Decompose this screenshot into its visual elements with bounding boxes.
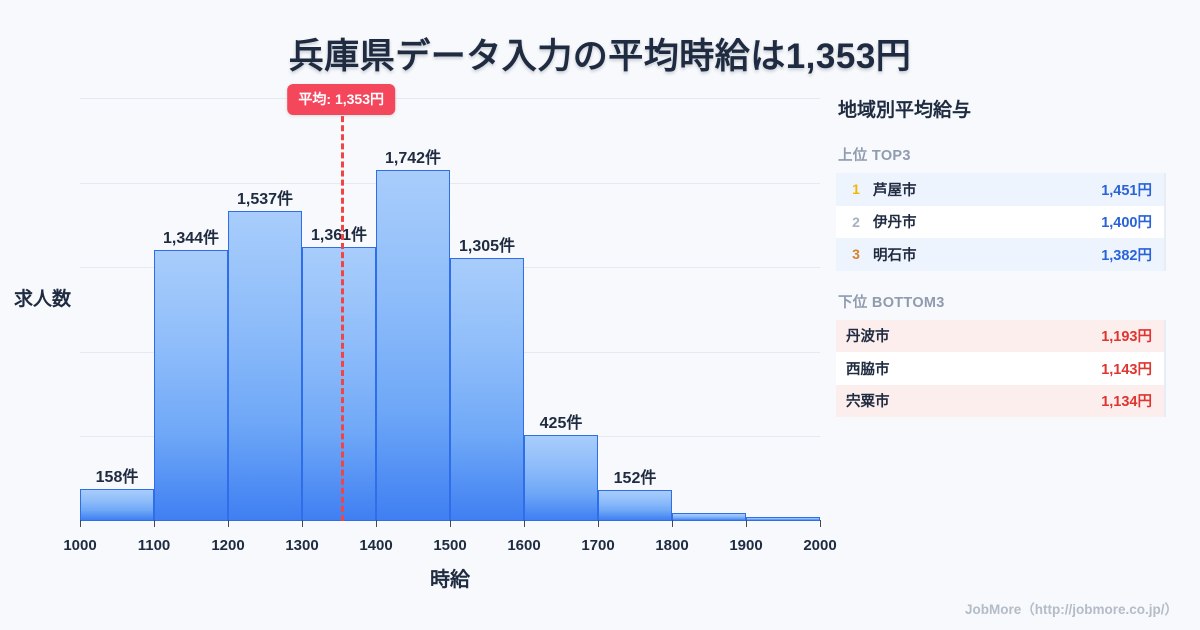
top3-row[interactable]: 3 明石市 1,382円 xyxy=(836,238,1164,271)
histogram-bar xyxy=(746,517,820,521)
histogram-bar xyxy=(450,258,524,521)
bottom3-row[interactable]: 宍粟市 1,134円 xyxy=(836,384,1164,417)
y-axis-title: 求人数 xyxy=(14,289,72,310)
city-name: 丹波市 xyxy=(846,329,890,346)
histogram-bar xyxy=(154,250,228,521)
x-axis-tick xyxy=(672,520,673,527)
bottom3-row[interactable]: 西脇市 1,143円 xyxy=(836,352,1164,385)
bar-value-label: 1,305件 xyxy=(458,238,516,256)
city-name: 伊丹市 xyxy=(873,215,917,232)
rank-number: 3 xyxy=(852,246,860,263)
city-name: 明石市 xyxy=(873,247,917,264)
histogram-bar xyxy=(80,489,154,521)
x-axis-tick-label: 1100 xyxy=(137,537,171,554)
x-axis-tick-label: 2000 xyxy=(803,537,837,554)
x-axis-tick-label: 1800 xyxy=(655,537,689,554)
histogram-bar xyxy=(598,490,672,521)
bottom3-ranking-table: 丹波市 1,193円西脇市 1,143円宍粟市 1,134円 xyxy=(836,319,1166,417)
x-axis-tick-label: 1300 xyxy=(285,537,319,554)
city-wage-value: 1,143円 xyxy=(1101,361,1152,378)
bar-value-label: 1,742件 xyxy=(384,150,442,168)
chart-area: 求人数 158件 1,344件 1,537件 1,361件 1,742件 1,305件 42… xyxy=(0,84,837,598)
average-badge: 平均: 1,353円 xyxy=(287,84,396,115)
city-wage-value: 1,134円 xyxy=(1101,394,1152,411)
x-axis-tick xyxy=(80,520,81,527)
histogram-bar xyxy=(302,246,376,521)
histogram-bar xyxy=(376,170,450,521)
page-title: 兵庫県データ入力の平均時給は1,353円 xyxy=(288,37,912,76)
city-wage-value: 1,193円 xyxy=(1101,329,1152,346)
x-axis-tick xyxy=(524,520,525,527)
bar-value-label: 158件 xyxy=(95,469,139,487)
city-name: 西脇市 xyxy=(846,361,890,378)
histogram-bar xyxy=(524,435,598,521)
x-axis-tick-label: 1400 xyxy=(359,537,393,554)
x-axis-tick xyxy=(302,520,303,527)
city-wage-value: 1,400円 xyxy=(1101,215,1152,232)
x-axis-tick xyxy=(228,520,229,527)
average-line xyxy=(341,98,345,521)
histogram-bar xyxy=(228,211,302,521)
top3-ranking-table: 1 芦屋市 1,451円 2 伊丹市 1,400円 3 明石市 1,382円 xyxy=(836,173,1166,271)
city-wage-value: 1,382円 xyxy=(1101,247,1152,264)
bar-value-label: 1,361件 xyxy=(310,226,368,244)
x-axis-tick xyxy=(598,520,599,527)
bar-value-label: 1,537件 xyxy=(236,191,294,209)
gridline xyxy=(80,98,820,99)
x-axis-tick-label: 1000 xyxy=(63,537,97,554)
x-axis-tick xyxy=(376,520,377,527)
city-name: 宍粟市 xyxy=(846,394,890,411)
side-panel: 地域別平均給与 上位 TOP3 1 芦屋市 1,451円 2 伊丹市 1,400円 3 明石市… xyxy=(836,95,1166,417)
bottom3-section-label: 下位 BOTTOM3 xyxy=(838,294,945,311)
x-axis-tick-label: 1900 xyxy=(729,537,763,554)
gridline xyxy=(80,182,820,184)
section-spacer xyxy=(836,271,1166,291)
x-axis-tick-label: 1700 xyxy=(581,537,615,554)
x-axis-tick-label: 1600 xyxy=(507,537,541,554)
x-axis-tick xyxy=(450,520,451,527)
x-axis-tick-label: 1500 xyxy=(433,537,467,554)
rank-number: 1 xyxy=(852,181,860,198)
city-name: 芦屋市 xyxy=(873,182,917,199)
bar-value-label: 152件 xyxy=(613,470,657,488)
x-axis-tick-label: 1200 xyxy=(211,537,245,554)
bottom3-row[interactable]: 丹波市 1,193円 xyxy=(836,319,1164,352)
top3-section-label: 上位 TOP3 xyxy=(838,148,911,164)
city-wage-value: 1,451円 xyxy=(1101,182,1152,199)
footer-credit: JobMore（http://jobmore.co.jp/） xyxy=(965,602,1178,617)
histogram-bar xyxy=(672,512,746,521)
x-axis-title: 時給 xyxy=(430,569,470,591)
side-panel-title: 地域別平均給与 xyxy=(838,100,972,121)
x-axis-tick xyxy=(154,520,155,527)
x-axis-tick xyxy=(820,520,821,527)
x-axis-tick xyxy=(746,520,747,527)
bar-value-label: 1,344件 xyxy=(162,230,220,248)
bar-value-label: 425件 xyxy=(539,415,583,433)
top3-row[interactable]: 1 芦屋市 1,451円 xyxy=(836,173,1164,206)
top3-row[interactable]: 2 伊丹市 1,400円 xyxy=(836,205,1164,238)
histogram-plot: 158件 1,344件 1,537件 1,361件 1,742件 1,305件 425件 15… xyxy=(63,84,837,554)
rank-number: 2 xyxy=(852,213,860,230)
